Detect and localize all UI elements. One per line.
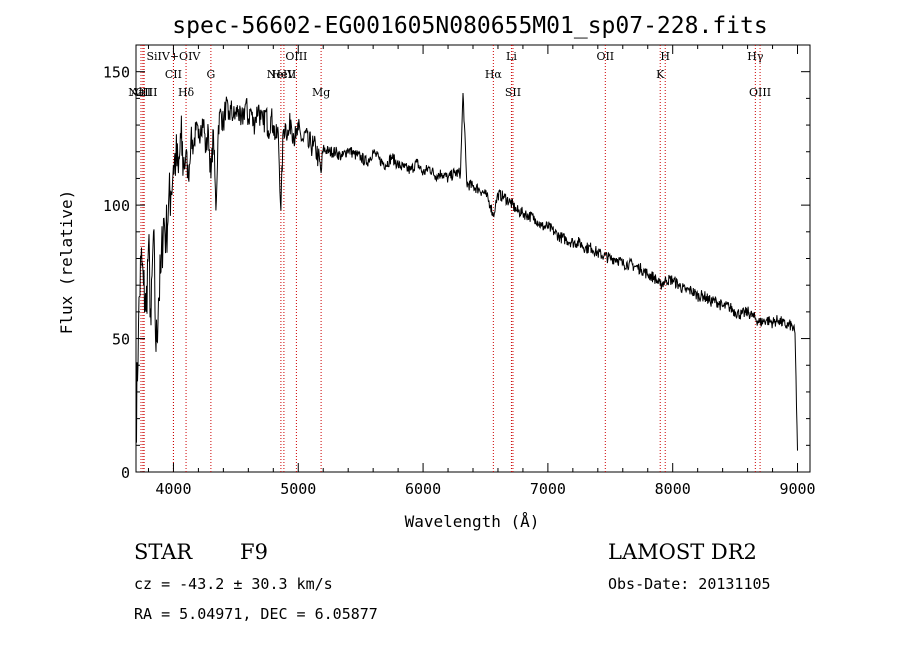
y-tick-label: 50 (112, 331, 130, 349)
x-axis-label: Wavelength (Å) (405, 512, 540, 531)
object-type: STAR (134, 540, 193, 564)
x-tick-label: 9000 (779, 480, 815, 498)
redshift-readout: cz = -43.2 ± 30.3 km/s (134, 575, 333, 593)
x-tick-label: 8000 (655, 480, 691, 498)
spectral-line-label: NeIV (267, 68, 296, 81)
spectrum-series-line (135, 92, 798, 451)
spectral-line-label: Hγ (747, 50, 764, 63)
y-tick-label: 150 (103, 64, 130, 82)
spectral-line-label: OII (135, 86, 153, 99)
plot-area: AlIINaIIIOIISiIV+OIVCIIHδGOIIINeIVHeIIMg… (103, 44, 816, 498)
spectral-line-label: Mg (312, 86, 330, 99)
spectral-line-label: OIII (285, 50, 307, 63)
spectral-line-label: HeII (272, 68, 297, 81)
spectral-line-label: SiIV+OIV (147, 50, 202, 63)
spectral-lines-layer: AlIINaIIIOIISiIV+OIVCIIHδGOIIINeIVHeIIMg… (128, 45, 771, 472)
spectral-line-label: SII (505, 86, 521, 99)
y-axis-label: Flux (relative) (57, 190, 76, 335)
y-tick-label: 100 (103, 197, 130, 215)
spectral-line-label: G (206, 68, 215, 81)
spectral-line-label: Li (506, 50, 517, 63)
x-tick-label: 7000 (530, 480, 566, 498)
spectral-line-label: H (660, 50, 670, 63)
spectral-subclass: F9 (240, 540, 268, 564)
spectral-line-label: OII (596, 50, 614, 63)
chart-title: spec-56602-EG001605N080655M01_sp07-228.f… (172, 13, 767, 39)
spectral-line-label: K (656, 68, 665, 81)
x-axis: 4000 5000 6000 7000 8000 9000 (147, 45, 816, 498)
y-axis: 0 50 100 150 (103, 44, 810, 482)
spectral-line-label: OIII (749, 86, 771, 99)
observation-date: Obs-Date: 20131105 (608, 575, 771, 593)
spectral-line-label: AlII (130, 86, 151, 99)
spectral-line-label: NaIII (128, 86, 157, 99)
survey-name: LAMOST DR2 (608, 540, 757, 564)
x-tick-label: 5000 (280, 480, 316, 498)
coordinates-readout: RA = 5.04971, DEC = 6.05877 (134, 605, 378, 623)
x-tick-label: 4000 (155, 480, 191, 498)
spectral-line-label: Hα (485, 68, 503, 81)
y-tick-label: 0 (121, 464, 130, 482)
spectral-line-label: Hδ (178, 86, 195, 99)
spectral-line-label: CII (165, 68, 182, 81)
x-tick-label: 6000 (405, 480, 441, 498)
